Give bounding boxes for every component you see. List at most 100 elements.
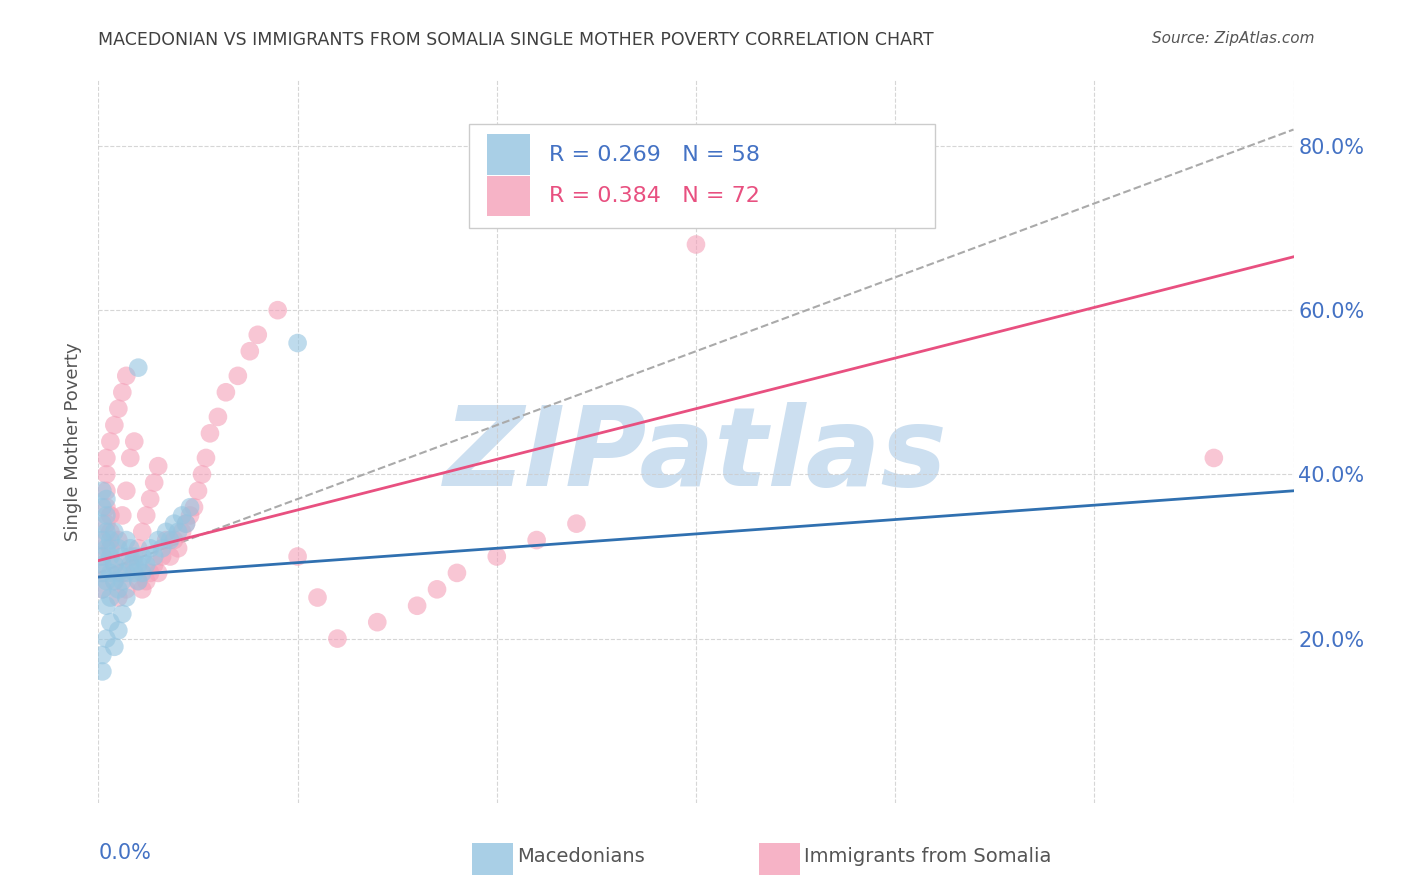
Point	[115, 483, 138, 498]
Point	[139, 491, 162, 506]
Point	[98, 541, 122, 556]
Point	[91, 483, 114, 498]
Point	[366, 615, 388, 630]
Point	[143, 475, 166, 490]
Point	[103, 524, 125, 539]
Point	[135, 574, 157, 588]
Point	[246, 327, 269, 342]
Point	[96, 599, 118, 613]
Point	[287, 336, 309, 351]
Point	[131, 549, 153, 564]
Point	[96, 632, 118, 646]
Point	[98, 549, 122, 564]
Point	[107, 401, 129, 416]
Point	[91, 533, 114, 547]
Point	[98, 591, 122, 605]
Point	[124, 434, 146, 449]
Point	[96, 574, 118, 588]
Point	[91, 558, 114, 572]
Point	[565, 516, 588, 531]
FancyBboxPatch shape	[486, 176, 530, 216]
Point	[96, 508, 118, 523]
Point	[159, 533, 181, 547]
Point	[226, 368, 249, 383]
Point	[139, 566, 162, 580]
Point	[179, 500, 201, 515]
Point	[111, 385, 134, 400]
Point	[183, 500, 205, 515]
Point	[91, 582, 114, 597]
Point	[120, 558, 142, 572]
Point	[96, 450, 118, 465]
Point	[103, 558, 125, 572]
Point	[98, 533, 122, 547]
Point	[124, 566, 146, 580]
Point	[91, 516, 114, 531]
Point	[96, 483, 118, 498]
Text: Immigrants from Somalia: Immigrants from Somalia	[804, 847, 1050, 866]
Point	[111, 574, 134, 588]
Point	[96, 491, 118, 506]
Point	[526, 533, 548, 547]
FancyBboxPatch shape	[759, 843, 800, 875]
Point	[163, 516, 186, 531]
Point	[115, 566, 138, 580]
Point	[107, 541, 129, 556]
Point	[111, 566, 134, 580]
Point	[107, 624, 129, 638]
Point	[155, 524, 177, 539]
Point	[150, 549, 173, 564]
Text: 0.0%: 0.0%	[98, 843, 152, 863]
Point	[127, 558, 149, 572]
Point	[111, 607, 134, 621]
Point	[167, 541, 190, 556]
Point	[207, 409, 229, 424]
Text: R = 0.269   N = 58: R = 0.269 N = 58	[548, 145, 761, 165]
Point	[127, 574, 149, 588]
Point	[98, 566, 122, 580]
Point	[103, 558, 125, 572]
Point	[131, 582, 153, 597]
Point	[91, 549, 114, 564]
Point	[96, 500, 118, 515]
Point	[120, 541, 142, 556]
Point	[174, 516, 197, 531]
Point	[96, 524, 118, 539]
Point	[239, 344, 262, 359]
Point	[148, 533, 170, 547]
Point	[139, 541, 162, 556]
Point	[91, 566, 114, 580]
Point	[426, 582, 449, 597]
Point	[103, 640, 125, 654]
Point	[215, 385, 238, 400]
Point	[120, 450, 142, 465]
Point	[135, 508, 157, 523]
Point	[91, 665, 114, 679]
Point	[111, 549, 134, 564]
Point	[98, 524, 122, 539]
Point	[127, 574, 149, 588]
Point	[131, 566, 153, 580]
Point	[174, 516, 197, 531]
Point	[326, 632, 349, 646]
Point	[198, 426, 221, 441]
Point	[98, 434, 122, 449]
Point	[267, 303, 290, 318]
Point	[307, 591, 329, 605]
Point	[96, 541, 118, 556]
Point	[172, 508, 194, 523]
Point	[103, 418, 125, 433]
Point	[115, 368, 138, 383]
Point	[107, 533, 129, 547]
Point	[179, 508, 201, 523]
Point	[96, 516, 118, 531]
Point	[406, 599, 429, 613]
Point	[148, 459, 170, 474]
Text: Source: ZipAtlas.com: Source: ZipAtlas.com	[1152, 31, 1315, 46]
FancyBboxPatch shape	[472, 843, 513, 875]
Point	[127, 541, 149, 556]
Y-axis label: Single Mother Poverty: Single Mother Poverty	[65, 343, 83, 541]
Point	[98, 508, 122, 523]
Point	[120, 549, 142, 564]
Point	[115, 533, 138, 547]
